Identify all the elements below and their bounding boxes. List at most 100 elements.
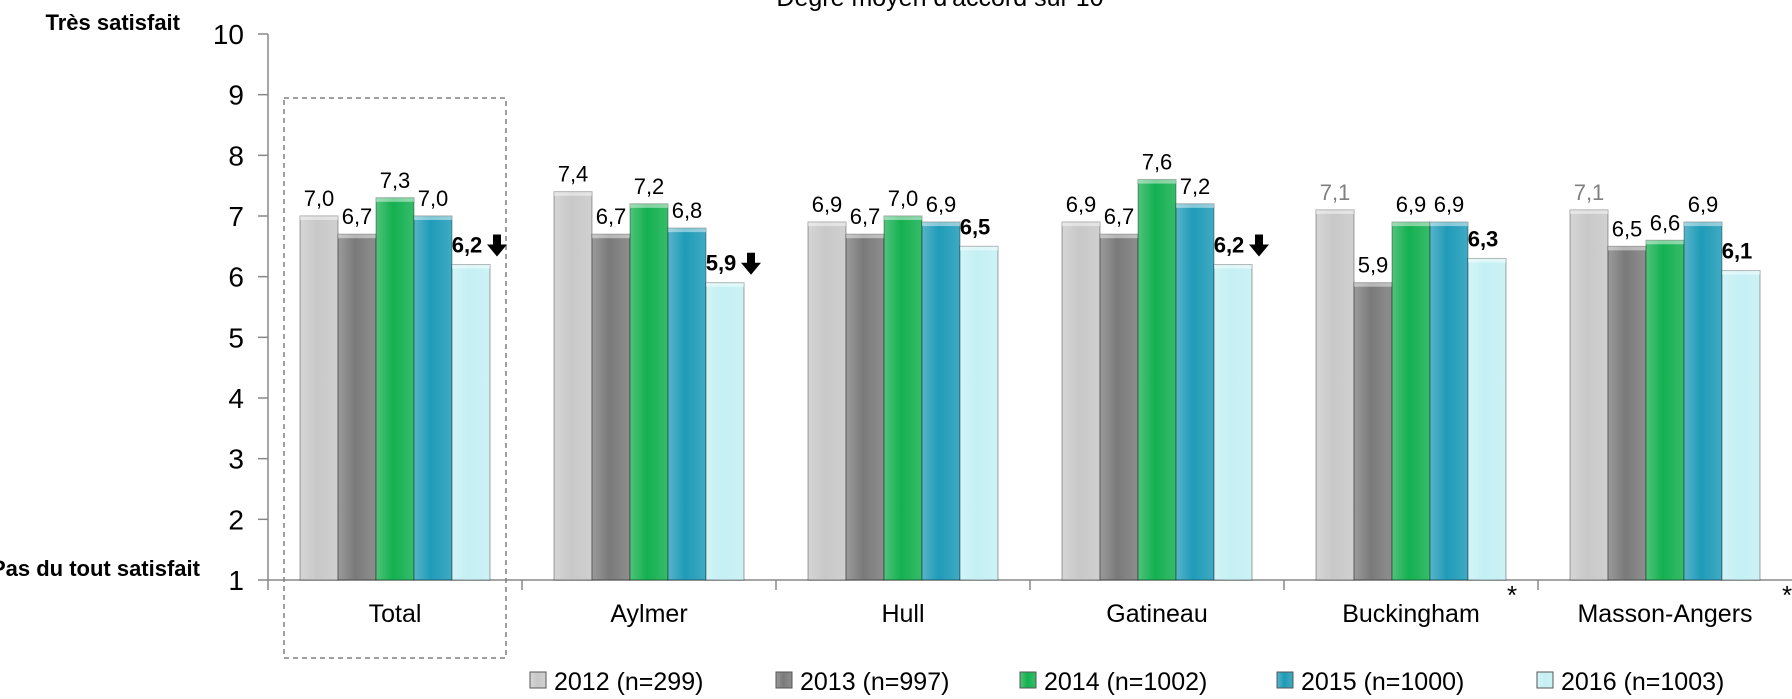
value-label: 6,9	[1396, 192, 1427, 217]
legend-swatch-2016-n-1003	[1536, 671, 1554, 689]
bar-buckingham-2013-n-997	[1353, 282, 1393, 581]
legend: 2012 (n=299) 2013 (n=997) 2014 (n=1002) 201…	[529, 668, 1724, 696]
bar-top-highlight	[452, 264, 490, 269]
bars	[299, 179, 1761, 581]
bar-top-highlight	[1392, 222, 1430, 227]
value-label: 6,2	[1214, 233, 1245, 258]
down-arrow-icon	[741, 252, 761, 275]
value-label: 6,9	[926, 192, 957, 217]
bar-top-highlight	[1316, 209, 1354, 214]
category-label-masson-angers: Masson-Angers	[1577, 600, 1752, 628]
bar-buckingham-2015-n-1000	[1429, 221, 1469, 581]
bar-top-highlight	[1430, 222, 1468, 227]
bar-masson-angers-2014-n-1002	[1645, 239, 1685, 581]
bar-hull-2015-n-1000	[921, 221, 961, 581]
value-labels: 7,06,77,37,06,27,46,77,26,85,96,9 6,77,0 6…	[304, 150, 1753, 278]
bar-top-highlight	[808, 222, 846, 227]
bar-top-highlight	[554, 191, 592, 196]
down-arrow-icon	[487, 234, 507, 257]
bar-top-highlight	[1100, 234, 1138, 239]
bar-top-highlight	[1468, 258, 1506, 263]
bar-top-highlight	[1214, 264, 1252, 269]
axes: 1 2 3 4 5 6 7 8 9 10	[213, 19, 1792, 659]
bar-total-2014-n-1002	[375, 197, 415, 581]
value-label: 6,7	[1104, 204, 1135, 229]
bar-total-2015-n-1000	[413, 215, 453, 581]
legend-swatch-2013-n-997	[775, 671, 793, 689]
legend-swatch-2015-n-1000	[1276, 671, 1294, 689]
bar-hull-2016-n-1003	[959, 245, 999, 581]
bar-top-highlight	[1138, 179, 1176, 184]
legend-swatch-2012-n-299	[529, 671, 547, 689]
bar-top-highlight	[630, 203, 668, 208]
y-tick-label: 6	[228, 262, 244, 293]
value-label: 6,5	[960, 214, 991, 239]
value-label: 6,9	[1066, 192, 1097, 217]
bar-total-2012-n-299	[299, 215, 339, 581]
bar-top-highlight	[1646, 240, 1684, 245]
bar-top-highlight	[376, 197, 414, 202]
legend-label: 2015 (n=1000)	[1301, 668, 1464, 696]
bar-top-highlight	[922, 222, 960, 227]
value-label: 7,0	[418, 186, 449, 211]
value-label: 7,3	[380, 168, 411, 193]
value-label: 5,9	[1358, 253, 1389, 278]
value-label: 6,9	[1434, 192, 1465, 217]
bar-hull-2014-n-1002	[883, 215, 923, 581]
y-tick-label: 10	[213, 19, 244, 50]
bar-gatineau-2013-n-997	[1099, 233, 1139, 581]
category-label-total: Total	[369, 600, 422, 628]
chart-title: Degré moyen d'accord sur 10	[776, 0, 1103, 12]
bar-gatineau-2015-n-1000	[1175, 203, 1215, 581]
bar-masson-angers-2013-n-997	[1607, 245, 1647, 581]
legend-label: 2012 (n=299)	[554, 668, 703, 696]
bar-top-highlight	[846, 234, 884, 239]
bar-top-highlight	[960, 246, 998, 251]
bar-gatineau-2016-n-1003	[1213, 264, 1253, 581]
legend-label: 2013 (n=997)	[800, 668, 949, 696]
legend-swatch-2014-n-1002	[1019, 671, 1037, 689]
bar-top-highlight	[1062, 222, 1100, 227]
value-label: 6,7	[342, 204, 373, 229]
category-labels: Total Aylmer Hull Gatineau Buckingham * Masson…	[369, 580, 1792, 628]
y-tick-label: 1	[228, 565, 244, 596]
bar-top-highlight	[592, 234, 630, 239]
bar-top-highlight	[1176, 203, 1214, 208]
bar-top-highlight	[884, 216, 922, 220]
y-top-label: Très satisfait	[45, 10, 180, 35]
y-tick-label: 5	[228, 322, 244, 353]
bar-top-highlight	[414, 216, 452, 220]
y-tick-label: 3	[228, 444, 244, 475]
category-note: *	[1782, 580, 1792, 610]
value-label: 6,9	[1688, 192, 1719, 217]
legend-label: 2014 (n=1002)	[1044, 668, 1207, 696]
bar-top-highlight	[1570, 209, 1608, 214]
value-label: 6,1	[1722, 239, 1753, 264]
bar-total-2016-n-1003	[451, 264, 491, 581]
value-label: 6,5	[1612, 216, 1643, 241]
value-label: 6,7	[596, 204, 627, 229]
bar-top-highlight	[1722, 270, 1760, 275]
y-bottom-label: Pas du tout satisfait	[0, 556, 201, 581]
bar-buckingham-2014-n-1002	[1391, 221, 1431, 581]
value-label: 7,4	[558, 162, 589, 187]
bar-top-highlight	[1684, 222, 1722, 227]
value-label: 7,1	[1574, 180, 1605, 205]
value-label: 6,7	[850, 204, 881, 229]
bar-top-highlight	[300, 216, 338, 220]
y-tick-label: 9	[228, 80, 244, 111]
legend-label: 2016 (n=1003)	[1561, 668, 1724, 696]
down-arrow-icon	[1249, 234, 1269, 257]
bar-top-highlight	[338, 234, 376, 239]
bar-top-highlight	[1608, 246, 1646, 251]
y-tick-label: 2	[228, 504, 244, 535]
bar-top-highlight	[706, 282, 744, 287]
highlight-box	[283, 97, 507, 659]
bar-aylmer-2015-n-1000	[667, 227, 707, 581]
value-label: 7,2	[1180, 174, 1211, 199]
bar-aylmer-2012-n-299	[553, 191, 593, 581]
bar-gatineau-2014-n-1002	[1137, 179, 1177, 581]
value-label: 6,9	[812, 192, 843, 217]
bar-top-highlight	[668, 228, 706, 233]
